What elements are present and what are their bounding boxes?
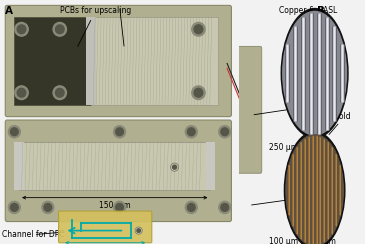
Circle shape xyxy=(170,163,178,171)
Circle shape xyxy=(42,201,54,214)
Circle shape xyxy=(114,126,126,138)
Text: 250 μm – 250 μm: 250 μm – 250 μm xyxy=(269,143,335,152)
Circle shape xyxy=(284,132,345,244)
Circle shape xyxy=(219,201,231,214)
Bar xyxy=(86,17,96,105)
Circle shape xyxy=(53,22,66,36)
Circle shape xyxy=(281,9,348,138)
Circle shape xyxy=(15,86,28,100)
Bar xyxy=(14,142,24,190)
Circle shape xyxy=(188,128,195,136)
Text: B: B xyxy=(317,6,325,16)
Circle shape xyxy=(192,86,205,100)
Circle shape xyxy=(192,22,205,36)
Circle shape xyxy=(185,201,197,214)
Circle shape xyxy=(44,203,51,211)
FancyBboxPatch shape xyxy=(5,120,231,222)
Circle shape xyxy=(55,88,64,97)
Circle shape xyxy=(53,86,66,100)
Circle shape xyxy=(194,25,203,34)
Circle shape xyxy=(286,135,343,244)
Circle shape xyxy=(188,203,195,211)
Text: Copper & HASL: Copper & HASL xyxy=(279,6,338,15)
Circle shape xyxy=(219,126,231,138)
Bar xyxy=(91,17,218,105)
Text: A: A xyxy=(5,6,13,16)
Circle shape xyxy=(8,201,20,214)
Bar xyxy=(14,17,91,105)
Text: Gold: Gold xyxy=(334,112,351,121)
Bar xyxy=(19,142,210,190)
Circle shape xyxy=(221,203,228,211)
Circle shape xyxy=(15,22,28,36)
Circle shape xyxy=(17,25,26,34)
Text: 150 mm: 150 mm xyxy=(99,201,131,210)
FancyBboxPatch shape xyxy=(5,5,231,117)
Circle shape xyxy=(173,165,176,169)
Circle shape xyxy=(114,201,126,214)
Circle shape xyxy=(116,128,123,136)
FancyBboxPatch shape xyxy=(231,46,262,173)
Circle shape xyxy=(137,229,140,232)
Bar xyxy=(205,142,215,190)
Circle shape xyxy=(17,88,26,97)
Circle shape xyxy=(185,126,197,138)
Circle shape xyxy=(116,203,123,211)
Text: PCBs for upscaling: PCBs for upscaling xyxy=(60,6,131,46)
Circle shape xyxy=(135,227,142,234)
Circle shape xyxy=(55,25,64,34)
Text: Channel for DPC: Channel for DPC xyxy=(3,230,65,239)
Circle shape xyxy=(11,203,18,211)
Circle shape xyxy=(8,126,20,138)
FancyBboxPatch shape xyxy=(58,211,152,243)
Circle shape xyxy=(194,88,203,97)
Text: 100 μm – 100 μm: 100 μm – 100 μm xyxy=(269,237,335,244)
Circle shape xyxy=(221,128,228,136)
Circle shape xyxy=(283,11,346,135)
Circle shape xyxy=(11,128,18,136)
